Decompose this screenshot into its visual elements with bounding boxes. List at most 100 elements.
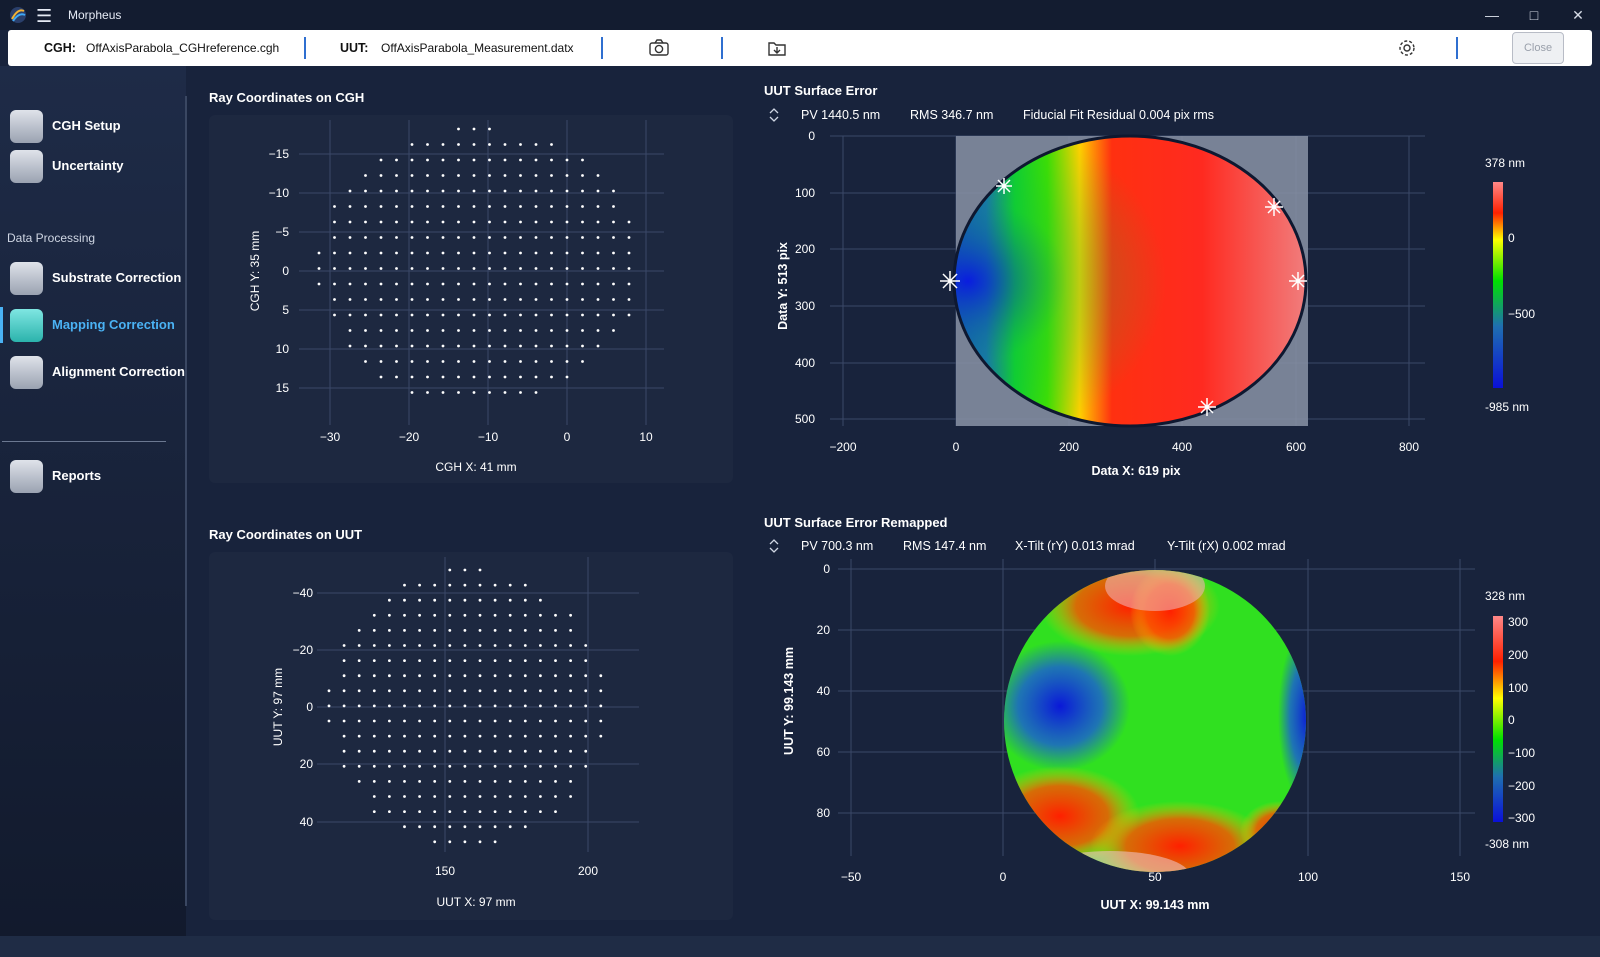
ray-point xyxy=(463,795,467,798)
ray-point xyxy=(565,236,569,239)
ray-point xyxy=(395,375,398,379)
ray-point xyxy=(581,251,584,255)
hamburger-menu-icon[interactable]: ☰ xyxy=(36,6,53,26)
expand-collapse-icon[interactable] xyxy=(768,106,780,124)
ray-point xyxy=(508,689,512,693)
ray-point xyxy=(612,236,615,239)
y-tick: 40 xyxy=(300,815,314,829)
ray-point xyxy=(463,659,467,662)
ray-point xyxy=(493,825,497,829)
sidebar-item-uncertainty[interactable]: Uncertainty xyxy=(0,146,186,186)
ray-point xyxy=(342,689,346,693)
ray-point xyxy=(596,298,600,301)
ray-point xyxy=(508,659,512,662)
ray-point xyxy=(488,158,491,162)
close-window-icon[interactable]: ✕ xyxy=(1572,7,1584,23)
ray-point xyxy=(433,719,437,723)
ray-point xyxy=(403,598,406,602)
ray-point xyxy=(426,329,429,332)
camera-icon[interactable] xyxy=(648,37,670,59)
cgh-plot-panel: −30 −20 −10 0 10 −15 −10 −5 0 5 10 15 CG… xyxy=(209,115,733,483)
ray-point xyxy=(472,313,476,317)
cgh-file-name[interactable]: OffAxisParabola_CGHreference.cgh xyxy=(86,41,280,55)
y-tick: 0 xyxy=(823,562,830,576)
ray-point xyxy=(457,282,460,286)
ray-point xyxy=(410,220,414,224)
sidebar-item-mapping-correction[interactable]: Mapping Correction xyxy=(0,305,186,345)
ray-point xyxy=(569,749,572,753)
gear-icon[interactable] xyxy=(1396,37,1418,59)
surface-error-map[interactable]: −200 0 200 400 600 800 0 100 200 300 400… xyxy=(760,126,1560,496)
ray-point xyxy=(478,674,482,678)
ray-point xyxy=(554,734,557,738)
ray-point xyxy=(503,344,507,348)
sidebar-item-alignment-correction[interactable]: Alignment Correction xyxy=(0,352,186,392)
ray-point xyxy=(508,674,512,678)
ray-point xyxy=(472,220,476,224)
ray-point xyxy=(426,143,429,146)
ray-point xyxy=(426,344,429,348)
sidebar-item-substrate-correction[interactable]: Substrate Correction xyxy=(0,258,186,298)
ray-point xyxy=(463,749,467,753)
ray-point xyxy=(426,360,429,363)
ray-point xyxy=(457,251,460,255)
ray-point xyxy=(534,143,538,146)
remapped-surface-map[interactable]: −50 0 50 100 150 0 20 40 60 80 UUT X: 99… xyxy=(760,556,1560,928)
minimize-icon[interactable]: — xyxy=(1485,7,1499,23)
ray-point xyxy=(493,583,497,587)
ray-point xyxy=(403,689,406,693)
expand-collapse-icon[interactable] xyxy=(768,537,780,555)
ray-point xyxy=(463,825,467,829)
ray-point xyxy=(581,158,584,162)
ray-point xyxy=(584,704,588,708)
ray-point xyxy=(342,659,346,662)
ray-point xyxy=(523,704,527,708)
ray-point xyxy=(426,298,429,301)
remapped-title: UUT Surface Error Remapped xyxy=(764,515,948,530)
ray-point xyxy=(550,205,553,208)
ray-point xyxy=(426,282,429,286)
close-button[interactable]: Close xyxy=(1512,32,1564,64)
ray-point xyxy=(433,613,437,617)
ray-point xyxy=(565,158,569,162)
ray-point xyxy=(410,375,414,379)
ray-point xyxy=(441,220,445,224)
maximize-icon[interactable]: □ xyxy=(1529,7,1539,23)
ray-point xyxy=(478,840,482,844)
ray-point xyxy=(448,613,452,617)
ray-point xyxy=(493,674,497,678)
ray-point xyxy=(342,644,346,647)
x-tick: −200 xyxy=(829,440,856,454)
ray-point xyxy=(534,282,538,286)
ray-point xyxy=(372,719,376,723)
ray-point xyxy=(581,344,584,348)
ray-point xyxy=(627,251,631,255)
ray-point xyxy=(478,568,482,572)
ray-point xyxy=(457,174,460,177)
ray-point xyxy=(508,704,512,708)
cgh-ray-plot[interactable]: −30 −20 −10 0 10 −15 −10 −5 0 5 10 15 CG… xyxy=(209,115,733,483)
y-tick: 0 xyxy=(282,264,289,278)
uut-ray-plot[interactable]: 150 200 −40 −20 0 20 40 UUT X: 97 mm UUT… xyxy=(209,552,733,920)
ray-point xyxy=(539,749,542,753)
ray-point xyxy=(388,734,391,738)
ray-point xyxy=(472,158,476,162)
ray-point xyxy=(448,764,452,768)
ray-point xyxy=(357,734,361,738)
ray-point xyxy=(534,344,538,348)
uut-file-name[interactable]: OffAxisParabola_Measurement.datx xyxy=(381,41,574,55)
ray-point xyxy=(584,644,588,647)
ray-point xyxy=(472,236,476,239)
ray-point xyxy=(426,158,429,162)
ray-point xyxy=(508,629,512,632)
sidebar-item-label: Substrate Correction xyxy=(52,270,182,285)
x-tick: 0 xyxy=(564,430,571,444)
download-icon[interactable] xyxy=(766,37,788,59)
ray-point xyxy=(410,391,414,394)
ray-point xyxy=(523,598,527,602)
ray-point xyxy=(457,189,460,193)
ray-point xyxy=(395,189,398,193)
sidebar-item-cgh-setup[interactable]: CGH Setup xyxy=(0,106,186,146)
ray-point xyxy=(395,205,398,208)
sidebar-item-reports[interactable]: Reports xyxy=(0,456,186,496)
